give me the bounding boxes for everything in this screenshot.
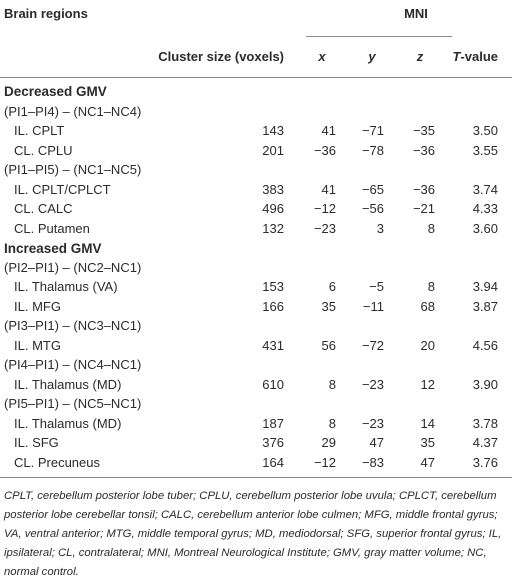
mni-x: 8 — [328, 376, 336, 392]
t-value: 3.60 — [472, 220, 498, 236]
mni-z: 8 — [427, 220, 435, 236]
t-value: 3.76 — [472, 454, 498, 470]
mni-z: 8 — [427, 279, 435, 294]
region: IL. Thalamus (MD) — [14, 376, 122, 392]
t-value: 4.37 — [472, 435, 498, 450]
contrast: (PI4–PI1) – (NC4–NC1) — [4, 357, 142, 372]
contrast: (PI5–PI1) – (NC5–NC1) — [4, 396, 142, 411]
section-title: Increased GMV — [4, 241, 102, 256]
t-value: 3.94 — [472, 279, 498, 294]
contrast: (PI2–PI1) – (NC2–NC1) — [4, 259, 142, 275]
region: CL. Putamen — [14, 220, 90, 236]
header-t: T-value — [452, 49, 498, 64]
contrast: (PI1–PI4) – (NC1–NC4) — [4, 103, 142, 119]
mni-x: 29 — [321, 435, 336, 450]
cluster-size: 383 — [262, 181, 284, 197]
t-value: 3.55 — [472, 142, 498, 158]
mni-x: −23 — [313, 220, 336, 236]
contrast: (PI1–PI5) – (NC1–NC5) — [4, 162, 142, 177]
cluster-size: 132 — [262, 220, 284, 236]
mni-x: −36 — [313, 142, 336, 158]
region: CL. Precuneus — [14, 454, 100, 470]
section-title: Decreased GMV — [4, 84, 107, 99]
mni-y: 3 — [376, 220, 384, 236]
mni-z: 35 — [420, 435, 435, 450]
footnote: CPLT, cerebellum posterior lobe tuber; C… — [4, 490, 502, 578]
region: CL. CPLU — [14, 142, 73, 158]
mni-x: 41 — [321, 181, 336, 197]
mni-x: −12 — [313, 201, 336, 216]
t-value: 3.87 — [472, 298, 498, 314]
mni-x: 56 — [321, 337, 336, 353]
mni-rule — [306, 36, 452, 37]
header-z: z — [416, 49, 424, 64]
cluster-size: 166 — [262, 298, 284, 314]
header-cluster: Cluster size (voxels) — [158, 49, 284, 64]
mni-z: 68 — [420, 298, 435, 314]
cluster-size: 143 — [262, 123, 284, 138]
mni-y: −5 — [369, 279, 384, 294]
region: IL. Thalamus (VA) — [14, 279, 118, 294]
mni-y: −71 — [361, 123, 384, 138]
mni-y: −23 — [361, 376, 384, 392]
mni-y: −65 — [361, 181, 384, 197]
mni-x: 41 — [321, 123, 336, 138]
mni-y: −11 — [362, 298, 384, 314]
mni-y: −23 — [361, 415, 384, 431]
header-rule — [0, 77, 512, 78]
t-value: 3.90 — [472, 376, 498, 392]
mni-z: −21 — [412, 201, 435, 216]
mni-y: −72 — [361, 337, 384, 353]
mni-x: 35 — [321, 298, 336, 314]
cluster-size: 376 — [262, 435, 284, 450]
region: IL. CPLT/CPLCT — [14, 181, 111, 197]
cluster-size: 153 — [262, 279, 284, 294]
t-value: 3.78 — [472, 415, 498, 431]
mni-x: −12 — [313, 454, 336, 470]
region: IL. MTG — [14, 337, 61, 353]
mni-z: 20 — [420, 337, 435, 353]
mni-z: 12 — [420, 376, 435, 392]
region: IL. Thalamus (MD) — [14, 415, 122, 431]
mni-y: −78 — [361, 142, 384, 158]
mni-y: −83 — [361, 454, 384, 470]
region: IL. SFG — [14, 435, 59, 450]
cluster-size: 431 — [262, 337, 284, 353]
header-title: Brain regions — [4, 6, 88, 21]
region: CL. CALC — [14, 201, 73, 216]
contrast: (PI3–PI1) – (NC3–NC1) — [4, 318, 142, 333]
cluster-size: 496 — [262, 201, 284, 216]
header-x: x — [318, 49, 326, 64]
region: IL. CPLT — [14, 123, 65, 138]
mni-x: 8 — [328, 415, 336, 431]
header-y: y — [368, 49, 376, 64]
cluster-size: 201 — [262, 142, 284, 158]
cluster-size: 187 — [262, 415, 284, 431]
header-mni: MNI — [404, 6, 428, 21]
mni-y: −56 — [361, 201, 384, 216]
t-value: 3.50 — [472, 123, 498, 138]
mni-x: 6 — [328, 279, 336, 294]
cluster-size: 610 — [262, 376, 284, 392]
t-value: 4.56 — [472, 337, 498, 353]
mni-z: −35 — [412, 123, 435, 138]
mni-z: −36 — [412, 142, 435, 158]
t-value: 4.33 — [472, 201, 498, 216]
region: IL. MFG — [14, 298, 61, 314]
t-value: 3.74 — [472, 181, 498, 197]
mni-y: 47 — [369, 435, 384, 450]
cluster-size: 164 — [262, 454, 284, 470]
mni-z: −36 — [412, 181, 435, 197]
bottom-rule — [0, 477, 512, 478]
mni-z: 47 — [420, 454, 435, 470]
mni-z: 14 — [420, 415, 435, 431]
